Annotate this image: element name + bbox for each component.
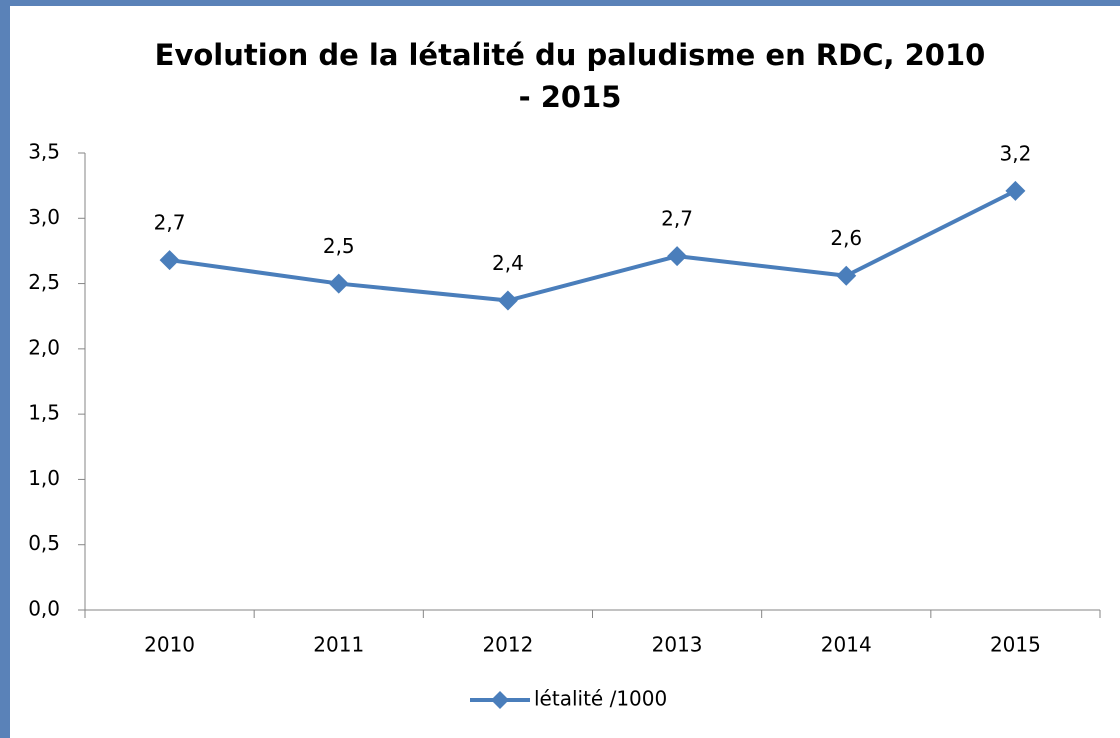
chart-title: Evolution de la létalité du paludisme en… [154,38,986,114]
y-tick-label: 0,5 [28,531,60,555]
line [169,189,1017,303]
y-tick-label: 2,5 [28,270,60,294]
marker [497,290,518,311]
data-label: 3,2 [1000,141,1032,165]
marker [328,273,349,294]
data-label: 2,5 [323,234,355,258]
x-tick-label: 2010 [144,633,195,657]
y-tick-label: 1,0 [28,466,60,490]
y-tick-label: 2,0 [28,335,60,359]
y-tick-label: 1,5 [28,401,60,425]
data-label: 2,7 [661,207,693,231]
data-label: 2,7 [154,211,186,235]
marker [159,250,180,271]
data-label: 2,6 [830,226,862,250]
x-tick-label: 2015 [990,633,1041,657]
x-tick-label: 2012 [482,633,533,657]
marker [667,246,688,267]
marker [836,265,857,286]
legend-label: létalité /1000 [534,687,667,711]
x-tick-label: 2013 [652,633,703,657]
marker [1005,180,1026,201]
x-tick-label: 2011 [313,633,364,657]
x-tick-label: 2014 [821,633,872,657]
data-label: 2,4 [492,251,524,275]
y-tick-label: 3,0 [28,205,60,229]
legend-marker [491,691,509,709]
y-tick-label: 3,5 [28,140,60,164]
y-tick-label: 0,0 [28,597,60,621]
